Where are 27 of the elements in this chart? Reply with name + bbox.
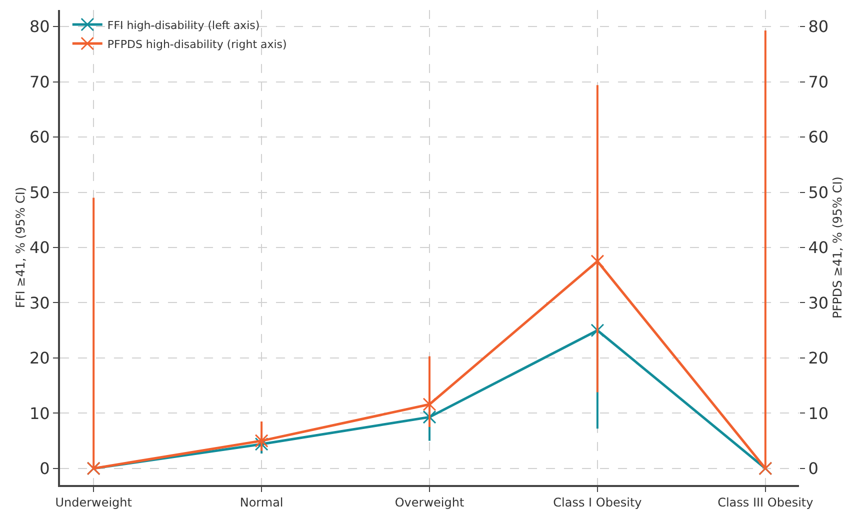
- y2-tick-label: 10: [808, 404, 829, 423]
- y2-axis-title: PFPDS ≥41, % (95% CI): [830, 176, 845, 318]
- y2-tick-label: 40: [808, 238, 829, 258]
- x-tick-label: Class III Obesity: [718, 495, 814, 510]
- y2-tick-label: 80: [808, 17, 829, 36]
- y-tick-label: 10: [29, 404, 50, 423]
- x-tick-label: Class I Obesity: [553, 495, 642, 510]
- y-tick-label: 80: [29, 17, 50, 36]
- y-tick-label: 0: [40, 459, 50, 478]
- y2-tick-label: 0: [808, 459, 818, 478]
- y-tick-label: 30: [29, 293, 50, 312]
- y2-tick-label: 20: [808, 348, 829, 368]
- y-tick-label: 70: [29, 72, 50, 92]
- x-tick-label: Normal: [240, 495, 284, 510]
- y2-tick-label: 50: [808, 182, 829, 202]
- x-tick-label: Underweight: [55, 495, 132, 510]
- y-axis-title: FFI ≥41, % (95% CI): [13, 186, 28, 308]
- y2-tick-label: 70: [808, 72, 829, 92]
- y2-tick-label: 30: [808, 293, 829, 312]
- y-tick-label: 40: [29, 238, 50, 258]
- legend-label: FFI high-disability (left axis): [107, 18, 260, 32]
- x-tick-label: Overweight: [394, 495, 464, 510]
- y-tick-label: 60: [29, 128, 50, 147]
- legend-label: PFPDS high-disability (right axis): [107, 38, 287, 51]
- y-tick-label: 20: [29, 348, 50, 368]
- y2-tick-label: 60: [808, 128, 829, 147]
- y-tick-label: 50: [29, 182, 50, 202]
